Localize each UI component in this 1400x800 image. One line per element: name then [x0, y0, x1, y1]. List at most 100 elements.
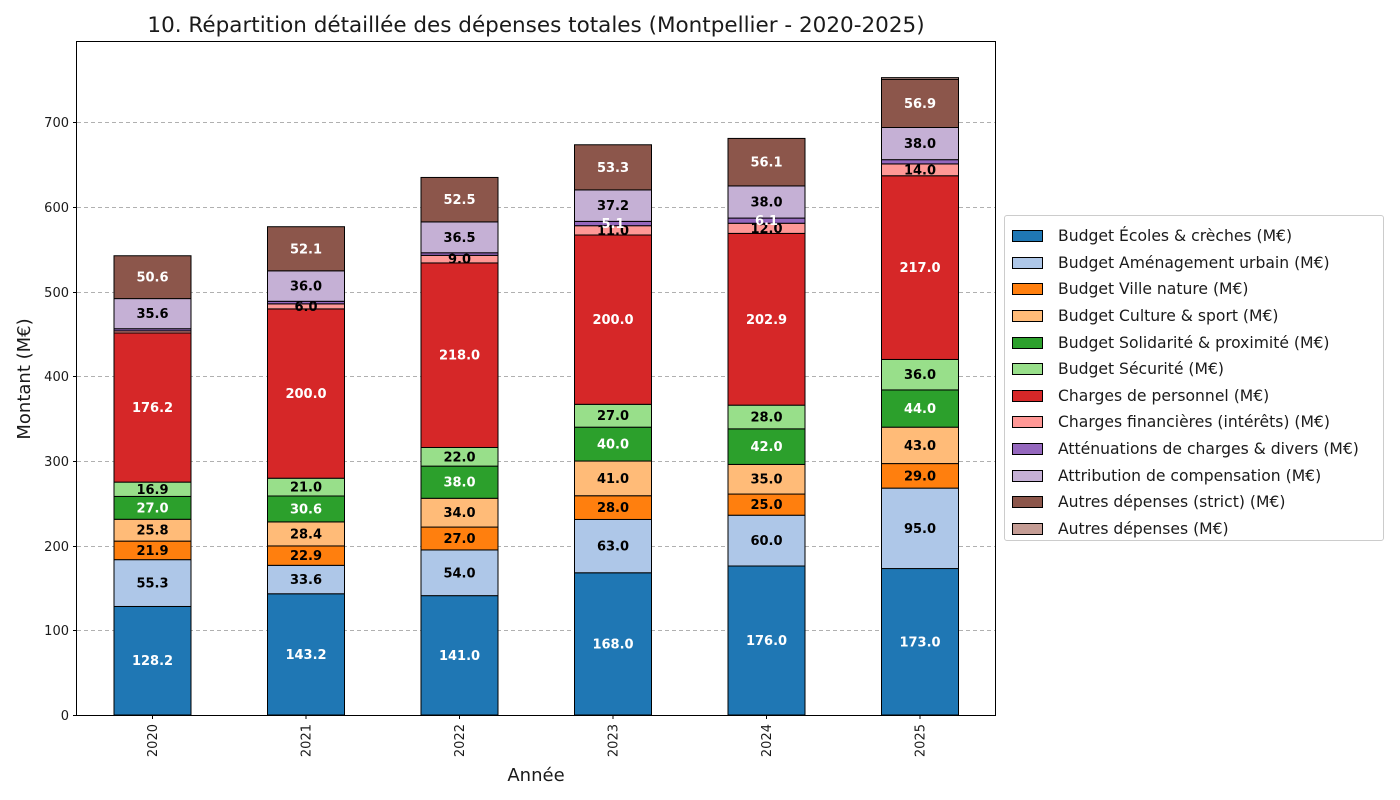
legend-label: Budget Écoles & crèches (M€): [1058, 227, 1293, 246]
bar-segment: [881, 175, 959, 360]
bar-value-label: 176.0: [746, 634, 787, 649]
bar-value-label: 6.0: [294, 300, 317, 315]
bar-value-label: 27.0: [136, 501, 168, 516]
chart-legend: Budget Écoles & crèches (M€) Budget Aména…: [1004, 215, 1384, 541]
bar-segment: [881, 78, 959, 129]
bar-segment: [881, 77, 959, 80]
bar-segment: [727, 137, 806, 187]
legend-item: Charges de personnel (M€): [1012, 383, 1383, 410]
bar-value-label: 173.0: [899, 635, 940, 650]
bar-value-label: 36.5: [443, 231, 475, 246]
bar-segment: [881, 487, 959, 570]
legend-label: Budget Ville nature (M€): [1058, 280, 1249, 299]
legend-item: Charges financières (intérêts) (M€): [1012, 409, 1383, 436]
y-axis-label: Montant (M€): [14, 318, 35, 439]
y-tick-label: 0: [61, 709, 69, 724]
legend-swatch: [1012, 256, 1043, 269]
bar-segment: [113, 298, 192, 330]
x-tick-label: 2024: [760, 724, 775, 757]
bar-value-label: 200.0: [592, 313, 633, 328]
bar-value-label: 25.0: [750, 498, 782, 513]
x-tick-label: 2022: [453, 724, 468, 757]
legend-item: Attribution de compensation (M€): [1012, 462, 1383, 489]
bar-segment: [881, 463, 959, 489]
bar-segment: [420, 549, 499, 597]
bar-value-label: 168.0: [592, 637, 633, 652]
bar-segment: [267, 308, 345, 479]
bar-value-label: 55.3: [136, 577, 168, 592]
bar-segment: [574, 189, 652, 222]
bar-value-label: 14.0: [904, 163, 936, 178]
bar-value-label: 34.0: [443, 506, 475, 521]
bar-value-label: 38.0: [750, 195, 782, 210]
plot-frame: [76, 41, 996, 716]
bar-value-labels: 128.2 55.3 21.9 25.8 27.0 16.9 176.2 35.6 50.6 14…: [132, 97, 941, 669]
x-axis-label: Année: [507, 765, 564, 786]
bar-segment: [420, 262, 499, 448]
x-axis: 2020 2021 2022 2023 2024 2025: [146, 715, 929, 757]
bar-segment: [727, 185, 806, 219]
bar-stacks: [113, 77, 959, 716]
legend-label: Charges de personnel (M€): [1058, 386, 1270, 405]
bar-value-label: 42.0: [750, 440, 782, 455]
y-tick-label: 700: [44, 116, 69, 131]
legend-item: Budget Sécurité (M€): [1012, 356, 1383, 383]
bar-segment: [267, 495, 345, 523]
bar-value-label: 29.0: [904, 469, 936, 484]
legend-swatch: [1012, 443, 1043, 456]
bar-value-label: 22.9: [290, 549, 322, 564]
bar-segment: [113, 332, 192, 483]
bar-value-label: 16.9: [136, 483, 168, 498]
bar-value-label: 22.0: [443, 450, 475, 465]
bar-segment: [267, 564, 345, 595]
legend-label: Charges financières (intérêts) (M€): [1058, 413, 1330, 432]
legend-item: Autres dépenses (strict) (M€): [1012, 489, 1383, 516]
legend-label: Budget Solidarité & proximité (M€): [1058, 333, 1330, 352]
bar-value-label: 53.3: [597, 161, 629, 176]
bar-segment: [267, 593, 345, 716]
legend-label: Budget Sécurité (M€): [1058, 360, 1224, 379]
legend-swatch: [1012, 283, 1043, 296]
legend-label: Budget Culture & sport (M€): [1058, 307, 1279, 326]
bar-segment: [420, 595, 499, 716]
legend-label: Autres dépenses (strict) (M€): [1058, 493, 1286, 512]
x-tick-label: 2023: [607, 724, 622, 757]
bar-segment: [113, 255, 192, 300]
bar-segment: [574, 426, 652, 462]
bar-segment: [727, 463, 806, 495]
x-tick-label: 2025: [914, 724, 929, 757]
bar-value-label: 28.0: [597, 501, 629, 516]
legend-label: Atténuations de charges & divers (M€): [1058, 440, 1359, 459]
y-tick-label: 400: [44, 370, 69, 385]
bar-value-label: 30.6: [290, 502, 322, 517]
legend-swatch: [1012, 230, 1043, 243]
bar-segment: [727, 514, 806, 567]
y-tick-label: 600: [44, 201, 69, 216]
legend-label: Autres dépenses (M€): [1058, 519, 1229, 538]
bar-value-label: 54.0: [443, 566, 475, 581]
bar-segment: [881, 358, 959, 391]
bar-segment: [574, 144, 652, 191]
bar-value-label: 217.0: [899, 261, 940, 276]
legend-item: Budget Ville nature (M€): [1012, 276, 1383, 303]
bar-segment: [574, 572, 652, 716]
bar-value-label: 9.0: [448, 253, 471, 268]
bar-value-label: 218.0: [439, 349, 480, 364]
bar-value-label: 52.5: [443, 193, 475, 208]
y-tick-label: 100: [44, 624, 69, 639]
bar-segment: [113, 559, 192, 607]
bar-segment: [881, 568, 959, 716]
legend-item: Budget Solidarité & proximité (M€): [1012, 329, 1383, 356]
legend-swatch: [1012, 336, 1043, 349]
legend-swatch: [1012, 389, 1043, 402]
bar-value-label: 56.9: [904, 97, 936, 112]
bar-value-label: 63.0: [597, 540, 629, 555]
bar-value-label: 95.0: [904, 522, 936, 537]
bar-value-label: 56.1: [750, 156, 782, 171]
bar-segment: [727, 565, 806, 716]
bar-value-label: 33.6: [290, 573, 322, 588]
x-tick-label: 2021: [300, 724, 315, 757]
bar-value-label: 202.9: [746, 313, 787, 328]
legend-label: Attribution de compensation (M€): [1058, 466, 1322, 485]
